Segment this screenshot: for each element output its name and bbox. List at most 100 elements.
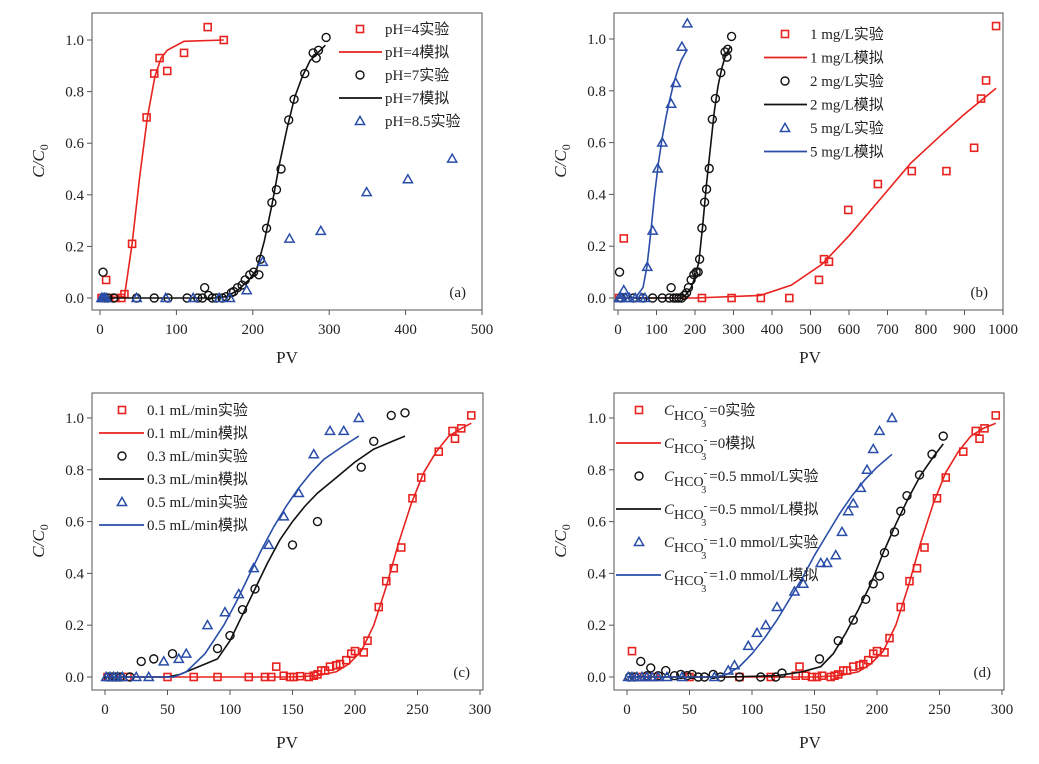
legend-item: 0.5 mL/min模拟	[99, 517, 248, 534]
y-tick-label: 0.0	[587, 670, 606, 686]
y-tick-label: 0.8	[587, 463, 606, 479]
legend-label-part: HCO	[674, 574, 704, 589]
data-point-circle	[149, 654, 159, 664]
data-point-triangle	[867, 442, 880, 454]
y-tick-label: 1.0	[587, 411, 606, 427]
data-point-triangle	[836, 525, 848, 537]
y-tick-label: 0.4	[65, 188, 84, 204]
series-line-path	[627, 453, 893, 678]
legend-label: pH=8.5实验	[385, 113, 461, 130]
legend-label-part: -	[704, 500, 708, 512]
data-point-square	[117, 405, 127, 415]
y-axis-label-sub: 0	[559, 524, 573, 530]
data-point-circle	[212, 643, 223, 654]
series-line	[618, 49, 688, 299]
legend-label-part: -	[704, 434, 708, 446]
series-line-path	[105, 435, 406, 678]
y-tick-label: 0.6	[65, 515, 84, 531]
legend-item: pH=4模拟	[339, 44, 449, 61]
series-line	[627, 443, 944, 678]
series-line	[105, 435, 360, 678]
data-point-square	[101, 275, 111, 285]
y-tick-label: 0.2	[65, 239, 84, 255]
x-tick-label: 100	[645, 322, 668, 338]
x-tick-label: 500	[799, 322, 822, 338]
legend-item: pH=4实验	[355, 21, 449, 38]
y-axis-label: C/C0	[551, 524, 573, 557]
legend-label: CHCO- 3=0.5 mmol/L实验	[664, 467, 819, 496]
x-tick-label: 0	[614, 322, 622, 338]
x-tick-label: 200	[344, 702, 367, 718]
data-point-circle	[321, 32, 331, 43]
y-axis-label: C/C0	[29, 524, 51, 557]
data-point-circle	[276, 164, 286, 174]
data-point-square	[355, 24, 365, 34]
data-point-triangle	[307, 448, 320, 459]
data-point-triangle	[779, 121, 791, 133]
y-tick-label: 0.6	[587, 136, 606, 152]
series-line-path	[100, 44, 326, 299]
data-point-circle	[369, 436, 379, 447]
legend-item: 5 mg/L实验	[779, 120, 884, 137]
y-tick-label: 0.4	[65, 566, 84, 582]
legend-label-part: =0模拟	[709, 435, 755, 452]
x-tick-label: 0	[623, 702, 631, 718]
y-tick-label: 0.2	[587, 239, 606, 255]
x-axis-label: PV	[276, 348, 298, 367]
data-point-triangle	[116, 495, 128, 507]
legend-label: CHCO- 3=0模拟	[664, 434, 755, 463]
y-tick-label: 0.2	[587, 618, 606, 634]
x-tick-label: 300	[469, 702, 492, 718]
series-line	[105, 435, 406, 678]
legend-label-part: C	[664, 403, 675, 419]
data-point-square	[466, 411, 476, 420]
series-line-path	[105, 422, 472, 678]
data-point-circle	[313, 45, 324, 56]
series-line	[618, 87, 997, 299]
data-point-triangle	[337, 424, 350, 436]
legend-item: 1 mg/L实验	[780, 26, 884, 43]
series-line-path	[618, 46, 732, 299]
data-point-triangle	[639, 291, 651, 303]
x-tick-label: 150	[281, 702, 304, 718]
data-point-square	[991, 411, 1001, 420]
data-point-circle	[814, 654, 825, 664]
data-point-square	[179, 48, 189, 58]
y-tick-label: 0.0	[65, 291, 84, 307]
series-markers	[97, 22, 229, 303]
data-point-triangle	[130, 291, 143, 303]
data-point-circle	[386, 410, 396, 421]
x-axis-label: PV	[799, 733, 821, 752]
data-point-triangle	[814, 556, 827, 568]
legend-label: CHCO- 3=0实验	[664, 401, 755, 430]
legend-label-part: HCO	[674, 508, 704, 523]
plot-frame	[91, 392, 484, 691]
legend-label-part: -	[704, 467, 708, 479]
data-point-triangle	[256, 255, 269, 267]
legend-label-part: HCO	[674, 475, 704, 490]
x-tick-label: 100	[219, 702, 242, 718]
legend-label: pH=7实验	[385, 67, 449, 84]
legend-label-part: =1.0 mmol/L模拟	[709, 567, 818, 584]
data-point-circle	[237, 280, 247, 290]
data-point-circle	[136, 656, 146, 667]
y-axis-label: C/C0	[551, 144, 573, 177]
data-point-triangle	[847, 497, 860, 508]
data-point-circle	[300, 68, 310, 79]
data-point-circle	[669, 671, 680, 681]
panel-label: (b)	[971, 285, 989, 301]
y-tick-label: 0.4	[587, 566, 606, 582]
legend-label: 0.5 mL/min实验	[147, 494, 248, 511]
data-point-triangle	[873, 424, 886, 436]
data-point-triangle	[886, 411, 898, 423]
data-point-circle	[646, 663, 656, 673]
data-point-square	[969, 143, 979, 153]
data-point-square	[980, 424, 989, 433]
data-point-triangle	[219, 606, 231, 617]
legend-label-part: C	[664, 535, 675, 551]
data-point-triangle	[742, 639, 755, 651]
data-point-triangle	[262, 538, 275, 550]
y-axis-label-main: C/C	[551, 150, 570, 178]
panel-label: (a)	[449, 285, 466, 301]
data-point-triangle	[681, 17, 694, 28]
